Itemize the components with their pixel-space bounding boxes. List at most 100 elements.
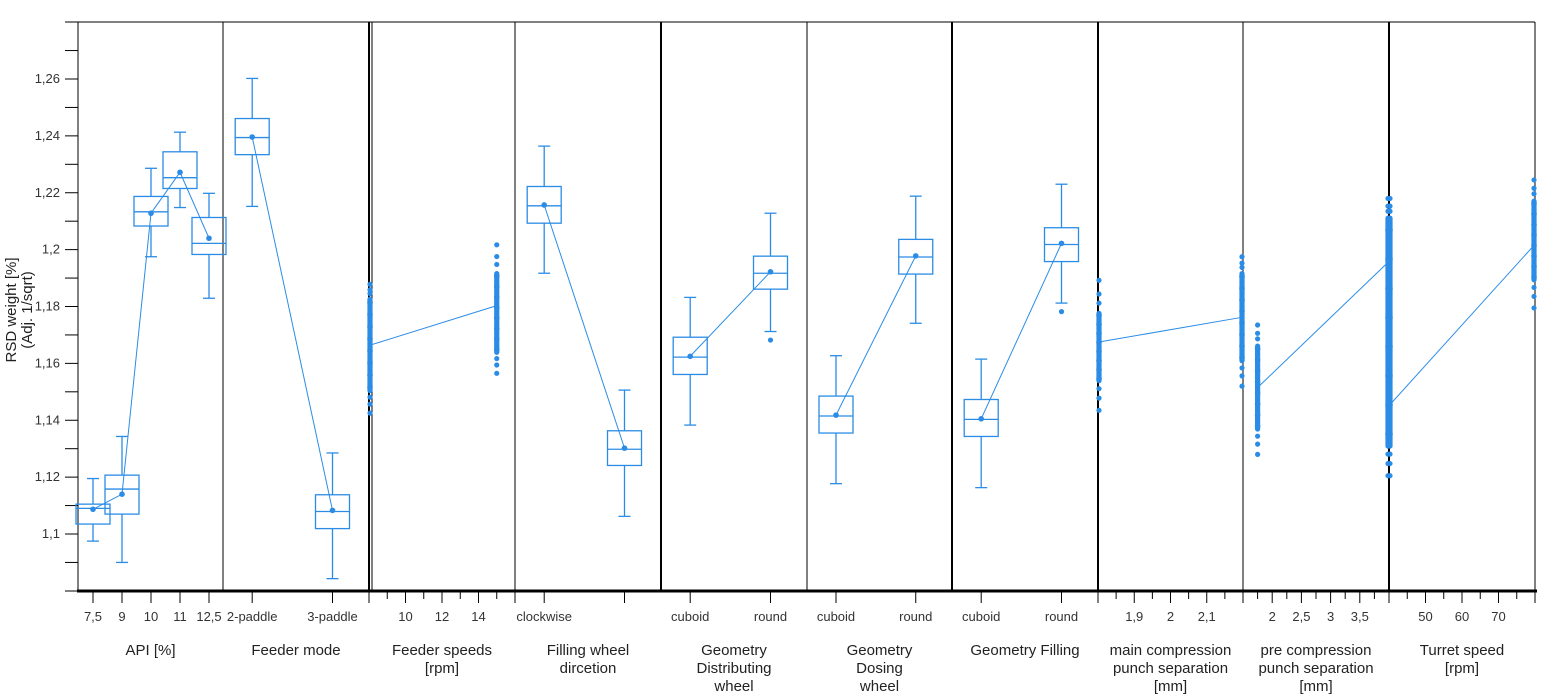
x-tick-label: round — [899, 609, 932, 624]
data-point — [1255, 441, 1261, 447]
box-plot — [191, 192, 227, 299]
data-point — [1254, 379, 1261, 385]
data-point — [1531, 191, 1537, 197]
x-tick-label: cuboid — [671, 609, 709, 624]
data-point — [1255, 322, 1261, 328]
panel-geometry-dosing-wheel — [818, 195, 934, 485]
factor-label: Feeder speeds — [392, 642, 492, 659]
panel-geometry-filling — [963, 183, 1080, 489]
x-tick-label: cuboid — [962, 609, 1000, 624]
x-tick-label: 10 — [398, 609, 412, 624]
data-point — [1387, 208, 1393, 214]
y-tick-label: 1,16 — [35, 355, 60, 370]
x-tick-label: round — [754, 609, 787, 624]
data-point — [367, 336, 373, 342]
y-axis-title-line-1: RSD weight [%] — [3, 257, 20, 362]
x-tick-label: 1,9 — [1125, 609, 1143, 624]
box-plot — [526, 145, 562, 274]
x-tick-label: round — [1045, 609, 1078, 624]
data-point — [1239, 373, 1245, 379]
iqr-box — [672, 336, 708, 376]
y-tick-label: 1,24 — [35, 128, 60, 143]
data-point — [1239, 308, 1245, 315]
scatter-column — [1387, 195, 1393, 479]
box-plot — [672, 296, 708, 426]
data-point — [1096, 395, 1102, 401]
data-point — [1255, 433, 1261, 439]
data-point — [1254, 423, 1261, 429]
data-point — [1239, 354, 1245, 361]
mean-connecting-line — [835, 255, 917, 416]
data-point — [1096, 386, 1102, 392]
factor-label: Geometry Filling — [970, 642, 1079, 659]
scatter-column — [1239, 254, 1245, 389]
data-point — [1096, 300, 1102, 306]
data-point — [367, 323, 373, 330]
dense-points-band — [1096, 310, 1102, 384]
x-tick-label: 50 — [1418, 609, 1432, 624]
box-plot — [898, 195, 934, 324]
data-point — [1096, 321, 1102, 328]
box-plot — [963, 358, 999, 489]
data-point — [1531, 232, 1537, 238]
factor-label: [rpm] — [425, 660, 459, 677]
factor-label: Dosing — [856, 660, 903, 677]
box-plot — [818, 355, 854, 485]
x-tick-label: 70 — [1491, 609, 1505, 624]
x-tick-label: 3-paddle — [307, 609, 358, 624]
data-point — [1387, 343, 1393, 350]
data-point — [367, 287, 373, 293]
data-point — [494, 253, 500, 260]
data-point — [493, 336, 500, 342]
data-point — [1239, 264, 1245, 270]
data-point — [1531, 200, 1537, 207]
data-point — [1096, 312, 1102, 319]
y-tick-label: 1,14 — [35, 412, 60, 427]
data-point — [1255, 330, 1261, 336]
data-point — [1387, 431, 1393, 437]
factor-label: pre compression — [1261, 642, 1372, 659]
dense-points-band — [1387, 215, 1393, 449]
scatter-column — [1531, 177, 1537, 311]
data-point — [494, 362, 500, 368]
x-ticks-4: cuboid round — [671, 591, 787, 624]
panel-turret-speed-rpm — [1387, 177, 1537, 479]
scatter-column — [367, 281, 373, 416]
data-point — [1387, 373, 1393, 379]
box-plot — [752, 212, 789, 343]
data-point — [1531, 284, 1537, 291]
data-point — [1239, 297, 1245, 303]
x-ticks-7: 1,9 2 2,1 — [1097, 591, 1244, 624]
data-point — [1254, 401, 1261, 407]
data-point — [367, 401, 373, 407]
scatter-column — [1096, 277, 1102, 413]
x-tick-label: 7,5 — [84, 609, 102, 624]
x-ticks-8: 2 2,5 3 3,5 — [1242, 591, 1390, 624]
x-tick-label: 2,5 — [1292, 609, 1310, 624]
data-point — [1254, 357, 1261, 363]
data-point — [1387, 227, 1393, 233]
y-tick-label: 1,2 — [42, 242, 60, 257]
y-tick-label: 1,12 — [35, 469, 60, 484]
mean-connecting-line — [1098, 316, 1243, 343]
factor-label: [mm] — [1154, 678, 1187, 695]
box-plot — [606, 389, 643, 518]
mean-point — [329, 507, 336, 514]
data-point — [367, 348, 373, 354]
panel-frames — [65, 21, 1536, 591]
panel-geometry-distributing-wheel — [672, 212, 789, 426]
factor-label: Geometry — [847, 642, 913, 659]
data-point — [1096, 366, 1102, 373]
mean-point — [833, 412, 839, 418]
iqr-box — [104, 474, 140, 515]
iqr-box — [606, 430, 643, 467]
panel-api — [75, 131, 227, 564]
mean-connecting-line — [1257, 262, 1389, 388]
panel-filling-wheel-dircetion — [526, 145, 643, 518]
iqr-box — [818, 395, 854, 434]
data-point — [493, 346, 500, 353]
data-point — [1255, 336, 1261, 342]
iqr-box — [234, 117, 270, 156]
x-ticks-0: 7,5 9 10 11 12,5 — [84, 591, 222, 624]
